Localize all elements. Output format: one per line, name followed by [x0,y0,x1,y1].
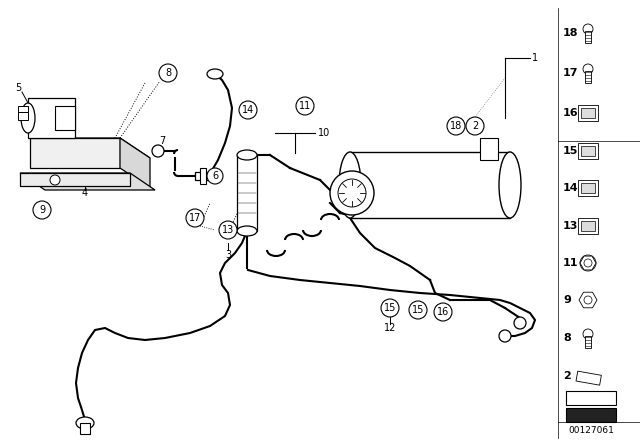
Bar [350,152,510,218]
Circle shape [584,259,592,267]
Ellipse shape [21,103,35,133]
Text: 7: 7 [159,136,165,146]
Circle shape [296,97,314,115]
Bar [581,108,595,118]
Text: 00127061: 00127061 [568,426,614,435]
Circle shape [239,101,257,119]
Text: 8: 8 [563,333,571,343]
Text: 14: 14 [242,105,254,115]
Polygon shape [20,173,130,186]
Text: 12: 12 [384,323,396,333]
Text: 3: 3 [225,250,231,260]
Bar [566,391,616,405]
Ellipse shape [499,152,521,218]
Circle shape [330,171,374,215]
Circle shape [50,175,60,185]
Circle shape [219,221,237,239]
Ellipse shape [237,226,257,236]
Polygon shape [20,173,155,190]
Bar [585,31,591,43]
Circle shape [409,301,427,319]
Polygon shape [580,256,596,270]
Text: 8: 8 [165,68,171,78]
Text: 6: 6 [212,171,218,181]
Circle shape [434,303,452,321]
Text: 17: 17 [563,68,579,78]
Text: 2: 2 [563,371,571,381]
Circle shape [381,299,399,317]
Circle shape [466,117,484,135]
Text: 13: 13 [222,225,234,235]
Text: 5: 5 [15,83,21,93]
Bar [578,218,598,234]
Ellipse shape [237,150,257,160]
Text: 18: 18 [563,28,579,38]
Text: 16: 16 [437,307,449,317]
Circle shape [584,296,592,304]
Circle shape [186,209,204,227]
Bar [581,183,595,193]
Polygon shape [30,138,120,168]
Circle shape [152,145,164,157]
Circle shape [499,330,511,342]
Text: 15: 15 [412,305,424,315]
Text: 9: 9 [563,295,571,305]
Text: 14: 14 [563,183,579,193]
Text: 11: 11 [563,258,579,268]
Polygon shape [120,138,150,188]
Text: 16: 16 [563,108,579,118]
Polygon shape [579,292,597,308]
Bar [80,423,90,434]
Text: 13: 13 [563,221,579,231]
Bar [200,168,206,184]
Text: 18: 18 [450,121,462,131]
Bar [480,138,498,160]
Text: 9: 9 [39,205,45,215]
Text: 1: 1 [532,53,538,63]
Circle shape [583,64,593,74]
Circle shape [583,329,593,339]
Polygon shape [28,98,75,138]
Circle shape [580,255,596,271]
Circle shape [338,179,366,207]
Bar [585,336,591,348]
Ellipse shape [76,417,94,429]
Text: 11: 11 [299,101,311,111]
Bar [237,155,257,231]
Bar [576,371,602,385]
Circle shape [207,168,223,184]
Bar [566,408,616,422]
Polygon shape [30,138,150,158]
Text: 4: 4 [82,188,88,198]
Bar [18,106,28,112]
Bar [585,71,591,83]
Ellipse shape [207,69,223,79]
Circle shape [583,24,593,34]
Bar [581,146,595,156]
Circle shape [447,117,465,135]
Text: 2: 2 [472,121,478,131]
Text: 10: 10 [318,128,330,138]
Ellipse shape [339,152,361,218]
Circle shape [514,317,526,329]
Bar [55,106,75,130]
Bar [578,143,598,159]
Text: 15: 15 [384,303,396,313]
Text: 15: 15 [563,146,579,156]
Text: 17: 17 [189,213,201,223]
Circle shape [33,201,51,219]
Bar [581,221,595,231]
Bar [578,180,598,196]
Bar [18,112,28,120]
Circle shape [159,64,177,82]
Bar [578,105,598,121]
Bar [195,172,211,180]
